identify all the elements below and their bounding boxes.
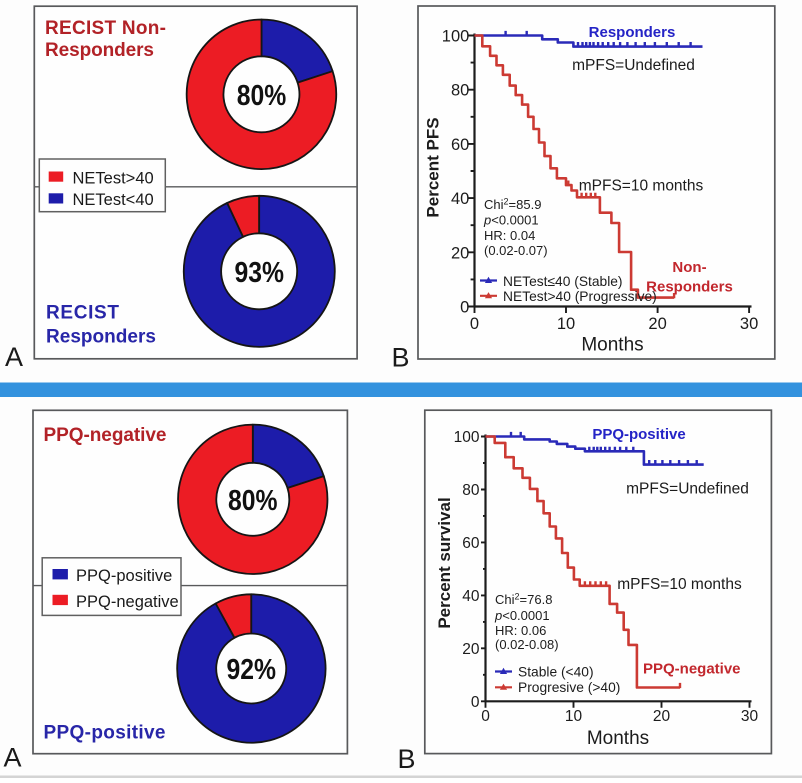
svg-text:80: 80 — [451, 82, 469, 100]
svg-text:80%: 80% — [228, 485, 278, 517]
svg-text:93%: 93% — [234, 257, 284, 289]
svg-text:PPQ-negative: PPQ-negative — [76, 593, 179, 611]
svg-text:PPQ-negative: PPQ-negative — [643, 661, 741, 678]
svg-text:100: 100 — [454, 429, 480, 446]
svg-text:(0.02-0.08): (0.02-0.08) — [495, 637, 559, 652]
svg-text:Percent survival: Percent survival — [435, 497, 454, 628]
svg-text:mPFS=10 months: mPFS=10 months — [579, 178, 704, 195]
svg-text:80%: 80% — [237, 80, 287, 112]
svg-text:Responders: Responders — [589, 24, 676, 41]
svg-text:NETest<40: NETest<40 — [73, 191, 154, 209]
svg-text:mPFS=10 months: mPFS=10 months — [617, 576, 742, 593]
svg-text:Non-: Non- — [672, 259, 706, 276]
svg-text:RECIST Non-: RECIST Non- — [45, 18, 166, 39]
svg-text:Stable (<40): Stable (<40) — [518, 665, 594, 680]
svg-text:PPQ-positive: PPQ-positive — [76, 567, 172, 585]
svg-text:(0.02-0.07): (0.02-0.07) — [484, 243, 548, 258]
svg-text:20: 20 — [653, 708, 671, 725]
svg-text:Months: Months — [581, 335, 643, 356]
svg-text:Progresive (>40): Progresive (>40) — [518, 680, 620, 695]
svg-text:20: 20 — [462, 641, 480, 658]
svg-text:B: B — [392, 343, 410, 373]
svg-text:92%: 92% — [227, 654, 277, 686]
svg-text:100: 100 — [442, 28, 470, 46]
svg-text:Months: Months — [587, 728, 649, 749]
svg-text:0: 0 — [481, 708, 490, 725]
svg-text:Responders: Responders — [46, 327, 156, 348]
svg-text:30: 30 — [740, 315, 758, 333]
svg-text:HR: 0.04: HR: 0.04 — [484, 228, 535, 243]
svg-text:40: 40 — [451, 190, 469, 208]
svg-text:Responders: Responders — [646, 279, 733, 296]
svg-text:0: 0 — [460, 299, 469, 317]
svg-text:mPFS=Undefined: mPFS=Undefined — [626, 481, 749, 498]
svg-text:NETest>40 (Progressive): NETest>40 (Progressive) — [503, 289, 657, 304]
svg-text:20: 20 — [451, 244, 469, 262]
svg-text:mPFS=Undefined: mPFS=Undefined — [572, 57, 695, 74]
svg-text:PPQ-positive: PPQ-positive — [44, 723, 166, 744]
svg-text:A: A — [4, 743, 22, 773]
svg-text:p<0.0001: p<0.0001 — [494, 608, 550, 623]
svg-text:10: 10 — [565, 708, 583, 725]
svg-text:20: 20 — [648, 315, 666, 333]
svg-text:PPQ-negative: PPQ-negative — [44, 425, 167, 446]
svg-text:80: 80 — [462, 482, 480, 499]
svg-text:0: 0 — [470, 315, 479, 333]
svg-text:NETest≤40 (Stable): NETest≤40 (Stable) — [503, 274, 623, 289]
svg-text:Responders: Responders — [45, 40, 154, 61]
svg-text:HR: 0.06: HR: 0.06 — [495, 623, 546, 638]
svg-text:Chi2=85.9: Chi2=85.9 — [484, 197, 541, 213]
svg-text:30: 30 — [741, 708, 759, 725]
svg-text:60: 60 — [462, 535, 480, 552]
svg-text:PPQ-positive: PPQ-positive — [592, 426, 685, 443]
svg-text:0: 0 — [471, 694, 480, 711]
svg-text:40: 40 — [462, 588, 480, 605]
svg-text:NETest>40: NETest>40 — [73, 169, 154, 187]
svg-text:p<0.0001: p<0.0001 — [483, 213, 539, 228]
svg-text:Chi2=76.8: Chi2=76.8 — [495, 592, 552, 608]
svg-text:B: B — [398, 744, 416, 774]
svg-text:60: 60 — [451, 136, 469, 154]
svg-text:10: 10 — [557, 315, 575, 333]
svg-text:RECIST: RECIST — [46, 302, 119, 323]
svg-text:Percent PFS: Percent PFS — [424, 117, 443, 217]
svg-text:A: A — [5, 342, 23, 372]
